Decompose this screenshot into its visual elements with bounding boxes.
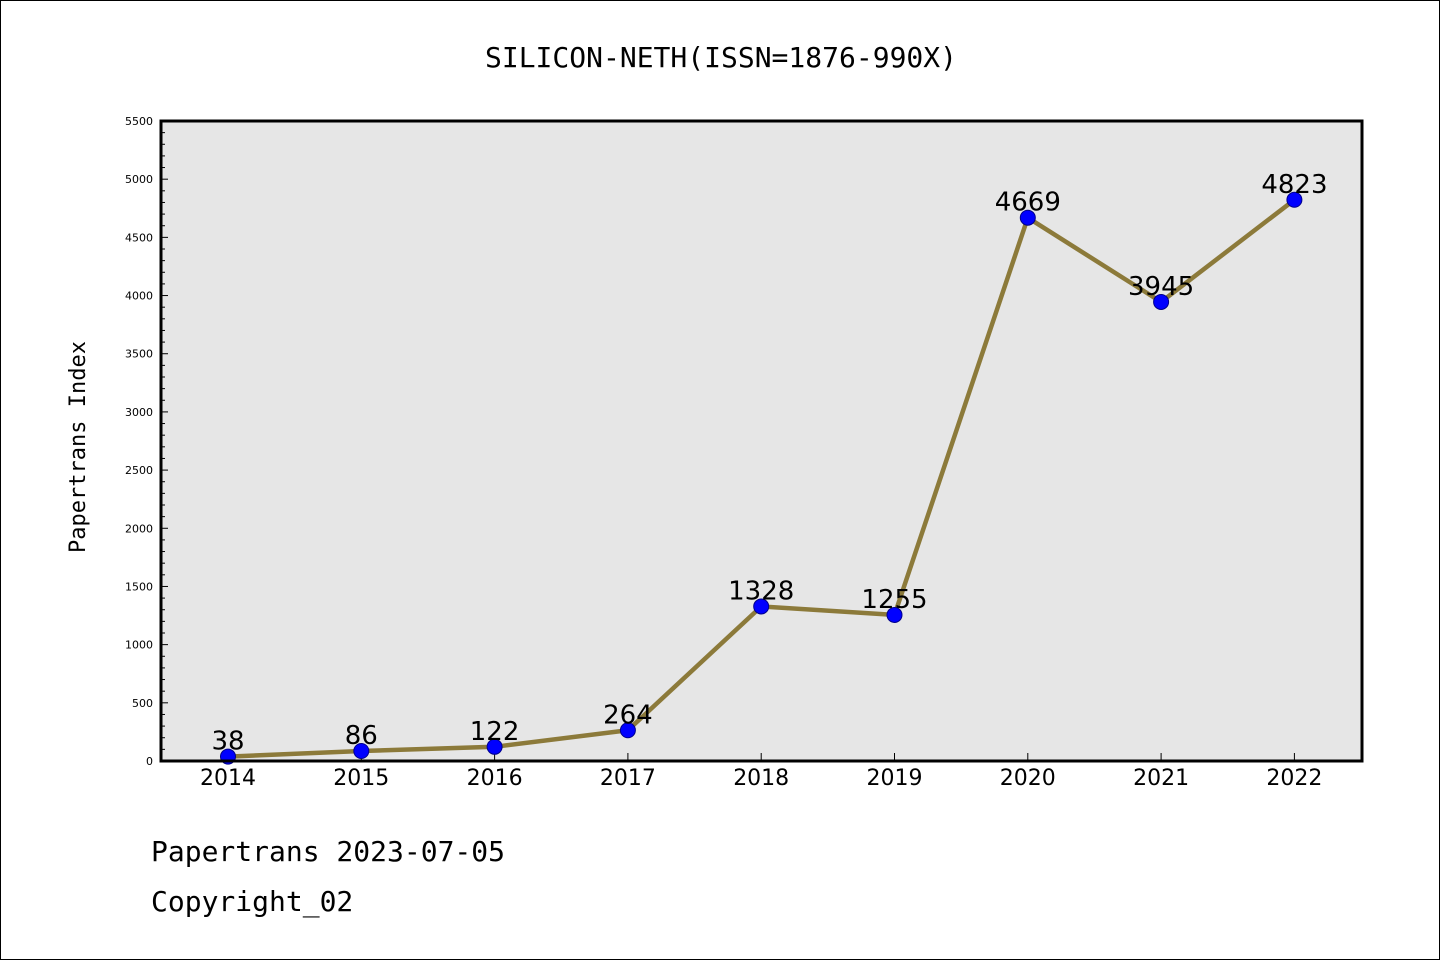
data-point-marker bbox=[619, 722, 636, 739]
chart-title: SILICON-NETH(ISSN=1876-990X) bbox=[485, 41, 957, 74]
y-tick-label: 1500 bbox=[125, 580, 153, 593]
y-tick-label: 2500 bbox=[125, 464, 153, 477]
data-label: 3945 bbox=[1128, 272, 1194, 302]
y-tick-label: 0 bbox=[146, 755, 153, 768]
data-point-marker bbox=[1286, 191, 1303, 208]
data-point-marker bbox=[753, 598, 770, 615]
data-point-marker bbox=[1153, 293, 1170, 310]
x-tick-label: 2017 bbox=[600, 766, 656, 791]
x-tick-label: 2020 bbox=[1000, 766, 1056, 791]
x-tick-label: 2021 bbox=[1133, 766, 1189, 791]
x-tick-label: 2014 bbox=[200, 766, 256, 791]
y-tick-label: 1000 bbox=[125, 639, 153, 652]
data-label: 1255 bbox=[861, 585, 927, 615]
footer-copyright: Copyright_02 bbox=[151, 885, 354, 918]
data-point-marker bbox=[353, 742, 370, 759]
y-tick-label: 4500 bbox=[125, 231, 153, 244]
data-label: 86 bbox=[345, 721, 378, 751]
y-axis-label: Papertrans Index bbox=[66, 341, 91, 553]
data-label: 4669 bbox=[995, 188, 1061, 218]
data-point-marker bbox=[886, 606, 903, 623]
y-tick-label: 500 bbox=[132, 697, 153, 710]
data-label-group: 38 86 122 264 1328 1255 4669 3945 4823 bbox=[211, 170, 1327, 757]
y-tick-label: 5000 bbox=[125, 173, 153, 186]
y-tick-label: 3000 bbox=[125, 406, 153, 419]
data-label: 38 bbox=[211, 727, 244, 757]
data-point-marker bbox=[486, 738, 503, 755]
plot-frame bbox=[159, 119, 1364, 763]
x-tick-label: 2016 bbox=[467, 766, 523, 791]
data-label: 264 bbox=[603, 700, 653, 730]
footer-date: Papertrans 2023-07-05 bbox=[151, 835, 506, 868]
x-tick-label: 2022 bbox=[1266, 766, 1322, 791]
x-tick-label: 2015 bbox=[333, 766, 389, 791]
y-tick-label: 2000 bbox=[125, 522, 153, 535]
plot-area bbox=[161, 121, 1362, 761]
x-tick-label: 2018 bbox=[733, 766, 789, 791]
data-point-marker bbox=[1019, 209, 1036, 226]
x-axis: 2014 2015 2016 2017 2018 2019 2020 2021 2022 bbox=[200, 753, 1322, 791]
data-label: 122 bbox=[470, 717, 520, 747]
data-label: 4823 bbox=[1261, 170, 1327, 200]
data-label: 1328 bbox=[728, 576, 794, 606]
x-tick-label: 2019 bbox=[867, 766, 923, 791]
marker-group bbox=[220, 191, 1303, 765]
y-tick-label: 3500 bbox=[125, 348, 153, 361]
y-tick-label: 5500 bbox=[125, 115, 153, 128]
y-tick-label: 4000 bbox=[125, 290, 153, 303]
